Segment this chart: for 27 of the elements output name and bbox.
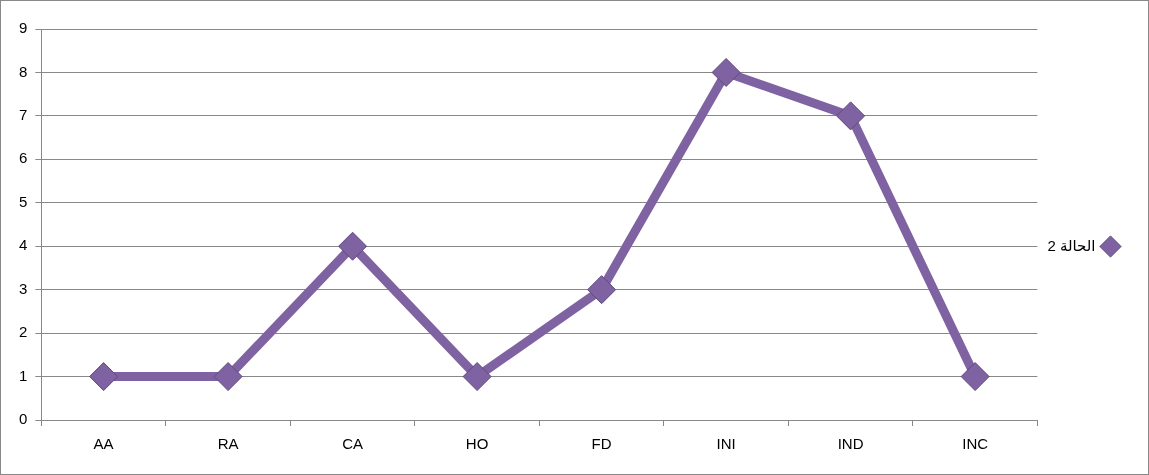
point xyxy=(836,101,866,131)
point xyxy=(587,275,617,305)
y-tick-label: 3 xyxy=(19,279,28,297)
point xyxy=(89,362,119,392)
y-tick-label: 9 xyxy=(19,19,28,37)
y-tick-label: 5 xyxy=(19,192,28,210)
point xyxy=(338,231,368,261)
x-tick-label: INC xyxy=(962,435,989,453)
point xyxy=(960,362,990,392)
x-tick-label: RA xyxy=(217,435,239,453)
y-tick-label: 4 xyxy=(19,236,28,254)
y-tick-label: 0 xyxy=(19,410,28,428)
legend-label: الحالة 2 xyxy=(1047,236,1096,254)
x-tick-label: CA xyxy=(342,435,364,453)
point xyxy=(213,362,243,392)
point xyxy=(462,362,492,392)
y-tick-label: 7 xyxy=(19,106,28,124)
point xyxy=(711,57,741,87)
y-tick-label: 2 xyxy=(19,323,28,341)
y-tick-label: 1 xyxy=(19,366,28,384)
x-tick-label: AA xyxy=(93,435,114,453)
x-tick-label: INI xyxy=(716,435,736,453)
x-tick-label: IND xyxy=(837,435,864,453)
y-tick-label: 6 xyxy=(19,149,28,167)
x-tick-label: HO xyxy=(465,435,489,453)
y-tick-label: 8 xyxy=(19,62,28,80)
x-tick-label: FD xyxy=(591,435,612,453)
